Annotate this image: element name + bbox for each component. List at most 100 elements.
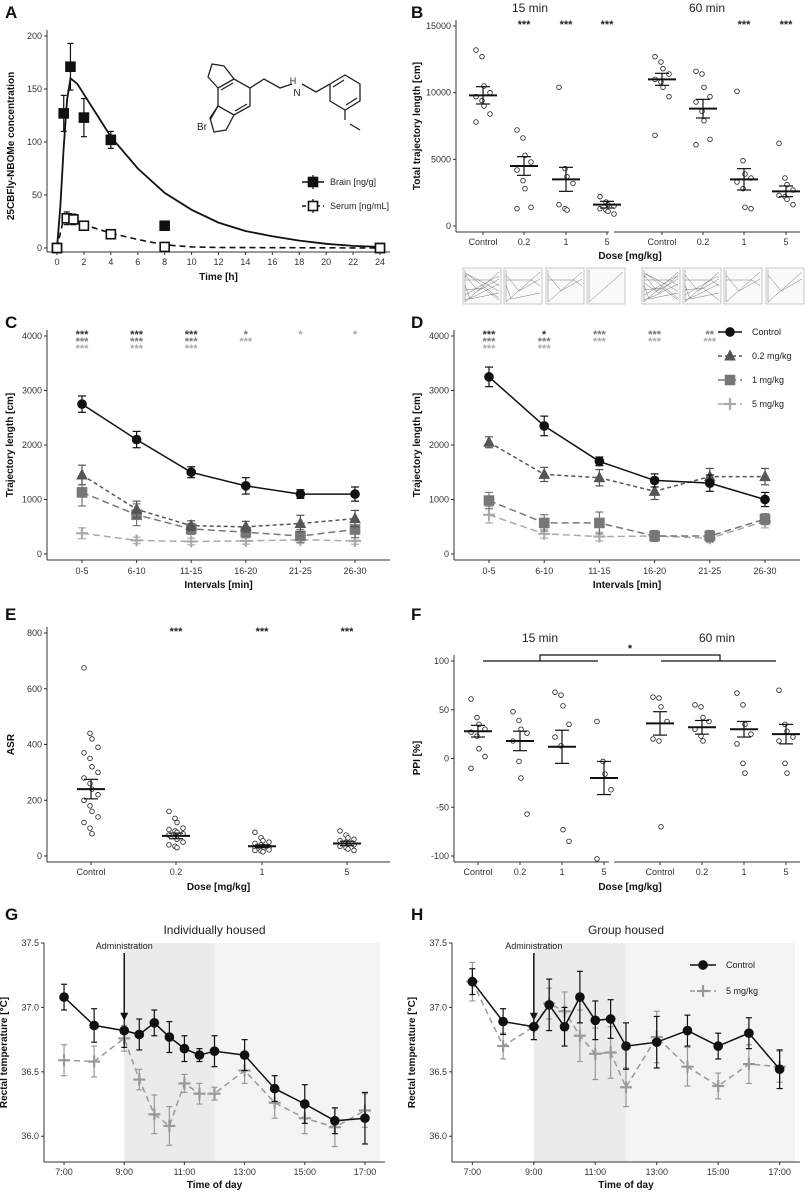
significance-label-b: ***	[780, 19, 794, 31]
data-point-f	[700, 714, 706, 721]
panel-title-g: Individually housed	[163, 923, 265, 937]
x-tick-label-b: Control	[468, 237, 497, 247]
data-point-f	[510, 708, 516, 715]
data-point-g	[209, 1046, 220, 1057]
data-point-b	[522, 185, 528, 192]
significance-label-c: ***	[130, 343, 144, 355]
data-point-f	[700, 738, 706, 744]
x-tick-label-a: 2	[81, 257, 86, 267]
administration-label-h: Administration	[505, 941, 562, 951]
y-tick-label-f: -100	[431, 851, 449, 861]
thumbnail-trace	[643, 274, 679, 294]
data-point-b	[707, 136, 713, 143]
data-point-e	[87, 755, 93, 762]
data-point-f	[776, 687, 782, 694]
data-point-d	[483, 495, 495, 506]
data-point-h	[713, 1041, 724, 1051]
data-point-e	[174, 844, 180, 851]
data-point-e	[180, 825, 186, 831]
significance-label-e: ***	[341, 626, 355, 638]
data-point-serum	[68, 214, 79, 225]
data-point-e	[95, 791, 101, 798]
y-axis-title-h: Rectal temperature [°C]	[407, 997, 418, 1108]
x-axis-title-h: Time of day	[598, 1180, 654, 1191]
x-tick-label-d: 11-15	[588, 566, 610, 576]
data-point-f	[776, 738, 782, 744]
data-point-f	[560, 826, 566, 833]
x-tick-label-h: 9:00	[525, 1167, 543, 1177]
data-point-b	[520, 177, 526, 184]
data-point-serum	[159, 241, 170, 253]
legend-label-d: Control	[752, 327, 781, 337]
x-tick-label-g: 7:00	[55, 1167, 73, 1177]
panel-title-b-60min: 60 min	[689, 1, 725, 15]
thumbnail-trace	[643, 273, 679, 299]
y-tick-label-e: 400	[27, 740, 42, 750]
data-point-c	[349, 512, 361, 524]
data-point-d	[538, 517, 550, 529]
trajectory-thumbnail	[462, 267, 502, 305]
thumbnail-trace	[726, 279, 761, 287]
data-point-f	[468, 696, 474, 702]
x-tick-label-f: 5	[783, 867, 788, 877]
y-tick-label-a: 150	[27, 84, 42, 94]
data-point-b	[701, 84, 707, 91]
data-point-c	[239, 520, 252, 532]
data-point-d	[704, 478, 715, 488]
x-tick-label-a: 8	[162, 257, 167, 267]
thumbnail-trace	[464, 283, 500, 301]
bracket-significance-f: *	[628, 643, 633, 655]
data-point-c	[185, 519, 198, 531]
data-point-d	[594, 456, 605, 467]
data-point-f	[476, 721, 482, 728]
data-point-serum	[105, 228, 117, 240]
data-point-e	[266, 847, 272, 853]
data-point-b	[707, 93, 713, 100]
x-tick-label-a: 4	[108, 257, 113, 267]
x-tick-label-f: 1	[741, 867, 746, 877]
x-axis-title-a: Time [h]	[199, 272, 238, 283]
legend-marker-d	[724, 349, 736, 361]
data-point-e	[81, 750, 87, 756]
data-point-e	[89, 830, 95, 837]
legend-marker-h	[697, 985, 709, 997]
thumbnail-trace	[547, 274, 583, 292]
data-point-b	[487, 89, 493, 96]
thumbnail-trace	[767, 274, 803, 292]
data-point-f	[468, 765, 474, 772]
data-point-c	[76, 468, 88, 480]
data-point-b	[556, 84, 562, 91]
thumbnail-trace	[684, 274, 720, 292]
data-point-d	[538, 467, 551, 479]
data-point-f	[782, 760, 788, 767]
data-point-d	[760, 494, 770, 505]
data-point-b	[666, 71, 672, 77]
x-tick-label-d: 26-30	[753, 566, 776, 576]
data-point-f	[748, 731, 754, 737]
series-line-c	[81, 532, 356, 543]
data-point-b	[776, 140, 782, 147]
data-point-e	[260, 849, 266, 855]
thumbnail-trace	[505, 270, 541, 303]
thumbnail-trace	[464, 274, 500, 292]
x-tick-label-f: 0.2	[514, 867, 527, 877]
data-point-g	[178, 1077, 191, 1090]
thumbnail-trace	[643, 274, 679, 292]
data-point-b	[528, 159, 534, 165]
thumbnail-trace	[548, 279, 583, 287]
y-tick-label-g: 37.0	[21, 1002, 39, 1012]
data-point-d	[648, 484, 661, 496]
data-point-g	[299, 1099, 310, 1109]
significance-label-c: ***	[185, 343, 199, 355]
y-tick-label-c: 2000	[22, 440, 42, 450]
thumbnail-trace	[684, 287, 720, 301]
data-point-h	[681, 1060, 694, 1073]
data-point-b	[658, 59, 664, 65]
significance-label-c: ***	[130, 329, 144, 341]
data-point-g	[119, 1025, 130, 1036]
data-point-e	[345, 846, 351, 852]
data-point-e	[166, 842, 172, 848]
x-tick-label-h: 17:00	[768, 1167, 791, 1177]
data-point-f	[740, 760, 746, 767]
data-point-b	[784, 196, 790, 203]
